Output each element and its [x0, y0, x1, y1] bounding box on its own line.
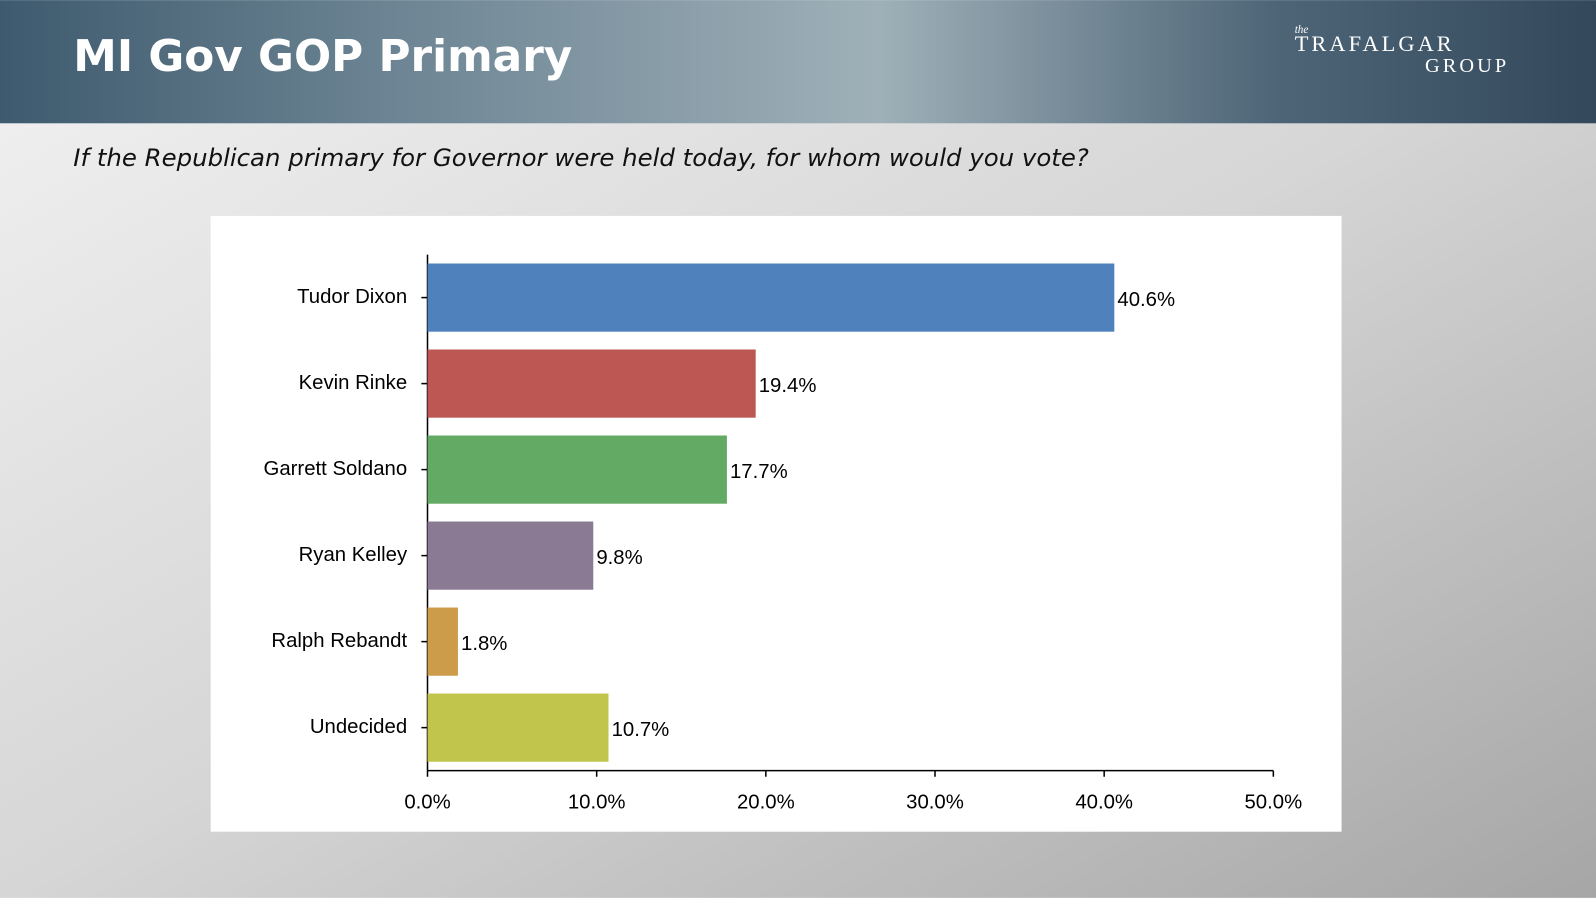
y-tick-label: Garrett Soldano [264, 458, 408, 480]
value-label: 10.7% [612, 719, 670, 741]
bar [427, 693, 609, 762]
bar [427, 521, 594, 590]
plot: 0.0% 10.0% 20.0% 30.0% 40.0% 50.0% Tudor Dixon… [264, 254, 1302, 814]
y-tick-label: Tudor Dixon [297, 286, 407, 308]
y-tick-label: Ralph Rebandt [271, 630, 407, 652]
logo-name: TRAFALGAR [1295, 31, 1455, 56]
x-tick-label: 10.0% [568, 792, 626, 814]
x-tick-label: 30.0% [906, 792, 964, 814]
y-tick-label: Ryan Kelley [299, 544, 408, 566]
x-tick-label: 20.0% [737, 792, 795, 814]
x-tick-label: 50.0% [1244, 792, 1302, 814]
value-label: 19.4% [759, 375, 817, 397]
value-label: 1.8% [461, 633, 507, 655]
subtitle: If the Republican primary for Governor w… [73, 143, 1089, 172]
value-label: 9.8% [596, 547, 642, 569]
logo-small: the [1295, 24, 1309, 36]
logo-sub: GROUP [1425, 55, 1509, 77]
bar [427, 263, 1115, 332]
value-label: 40.6% [1117, 289, 1175, 311]
header-band [0, 0, 1596, 124]
x-tick-label: 0.0% [404, 792, 450, 814]
y-tick-label: Undecided [310, 716, 407, 738]
y-tick-label: Kevin Rinke [299, 372, 408, 394]
bar [427, 349, 756, 418]
bar [427, 607, 458, 676]
bar [427, 435, 727, 504]
slide-title: MI Gov GOP Primary [73, 31, 572, 82]
value-label: 17.7% [730, 461, 788, 483]
x-tick-label: 40.0% [1075, 792, 1133, 814]
